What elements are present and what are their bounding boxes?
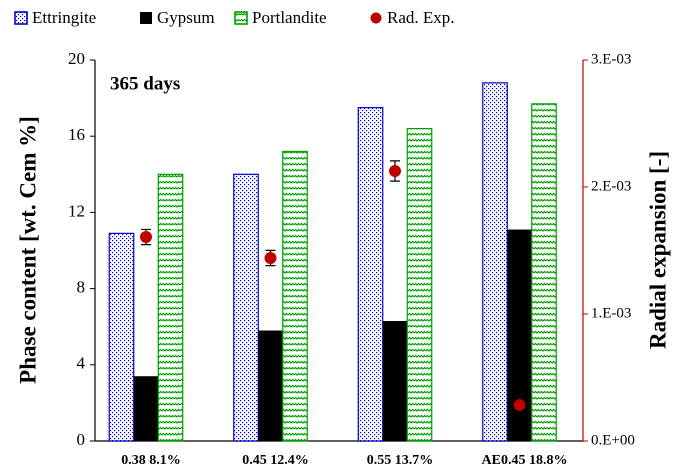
annotation: 365 days bbox=[110, 73, 180, 94]
legend-swatch bbox=[140, 12, 152, 24]
y-tick-label: 16 bbox=[68, 125, 85, 144]
x-tick-label: 0.38 8.1% bbox=[121, 453, 181, 468]
legend-label: Portlandite bbox=[252, 8, 327, 27]
y2-tick-label: 0.E+00 bbox=[591, 432, 635, 448]
bar bbox=[382, 320, 408, 441]
point bbox=[264, 251, 277, 264]
x-tick-label: 0.45 12.4% bbox=[242, 453, 309, 468]
x-tick-label: AE0.45 18.8% bbox=[482, 453, 568, 468]
y2-tick-label: 3.E-03 bbox=[591, 51, 631, 67]
bar bbox=[357, 107, 384, 442]
point bbox=[513, 399, 526, 412]
legend-marker bbox=[370, 12, 382, 24]
y2-tick-label: 2.E-03 bbox=[591, 178, 631, 194]
y2-tick-label: 1.E-03 bbox=[591, 305, 631, 321]
bar bbox=[133, 376, 159, 441]
y-tick-label: 4 bbox=[77, 354, 86, 373]
legend-swatch bbox=[234, 11, 248, 25]
legend-swatch bbox=[14, 11, 28, 25]
legend-label: Gypsum bbox=[157, 8, 215, 27]
bar bbox=[233, 173, 259, 442]
y-axis-title: Phase content [wt. Cem %] bbox=[15, 116, 40, 384]
y-tick-label: 12 bbox=[68, 201, 85, 220]
x-tick-label: 0.55 13.7% bbox=[367, 453, 434, 468]
bar bbox=[482, 82, 508, 442]
y-tick-label: 20 bbox=[68, 49, 85, 68]
legend-label: Rad. Exp. bbox=[387, 8, 455, 27]
bar bbox=[157, 173, 184, 442]
bar bbox=[531, 103, 557, 442]
point bbox=[389, 164, 401, 177]
bar bbox=[282, 150, 308, 442]
y2-axis-title: Radial expansion [-] bbox=[645, 151, 670, 349]
y-tick-label: 0 bbox=[77, 430, 86, 449]
y-tick-label: 8 bbox=[77, 278, 86, 297]
bar bbox=[406, 127, 433, 442]
point bbox=[140, 231, 152, 244]
bar bbox=[108, 232, 135, 442]
bar bbox=[258, 330, 283, 441]
legend-label: Ettringite bbox=[32, 8, 96, 27]
